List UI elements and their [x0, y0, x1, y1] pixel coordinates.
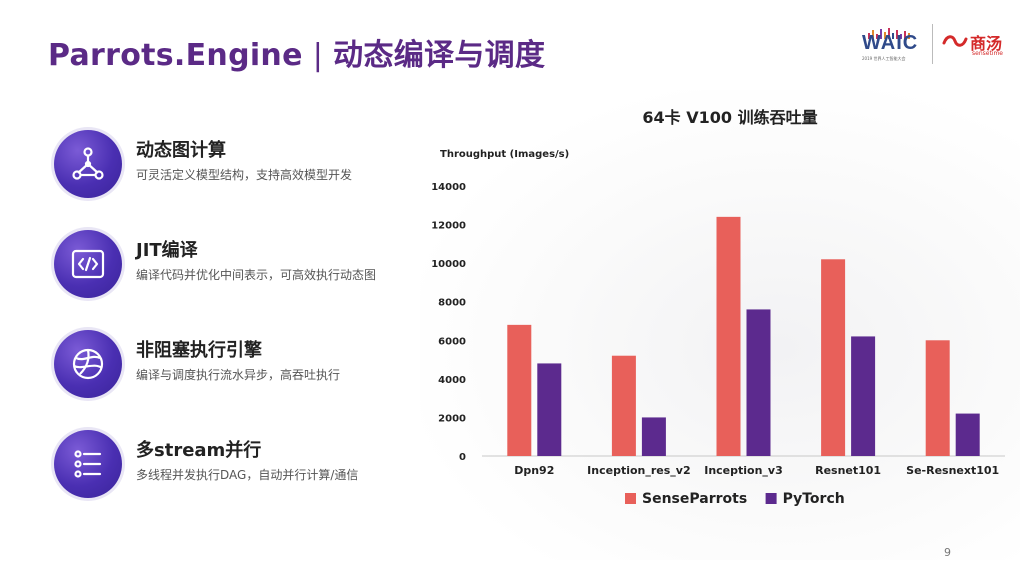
x-tick-label: Dpn92 — [514, 464, 554, 477]
feature-title: 动态图计算 — [136, 140, 226, 161]
y-axis-label: Throughput (Images/s) — [440, 149, 569, 160]
legend-label-senseparrots: SenseParrots — [642, 491, 747, 507]
sensetime-name: 商汤 — [970, 34, 1003, 53]
legend-swatch-pytorch — [765, 493, 777, 504]
x-tick-label: Resnet101 — [815, 464, 881, 477]
x-tick-label: Se-Resnext101 — [906, 464, 999, 477]
bar-senseparrots-resnet101 — [821, 259, 846, 456]
feature-multi-stream: 多stream并行 多线程并发执行DAG，自动并行计算/通信 — [54, 430, 414, 502]
page-number: 9 — [944, 546, 951, 559]
feature-icon-circle — [54, 130, 122, 198]
sensetime-en: sensetime — [972, 50, 1003, 57]
bar-senseparrots-inception_res_v2 — [611, 355, 636, 456]
legend-swatch-senseparrots — [625, 493, 636, 504]
y-tick-label: 2000 — [438, 413, 466, 424]
graph-nodes-icon — [72, 147, 104, 180]
waic-subtitle: 2019 世界人工智能大会 — [862, 56, 906, 61]
x-tick-label: Inception_v3 — [704, 464, 783, 477]
multi-stream-list-icon — [74, 450, 102, 478]
feature-desc: 可灵活定义模型结构，支持高效模型开发 — [136, 168, 353, 182]
logo-area: WAIC 2019 世界人工智能大会 商汤 sensetime — [862, 20, 1012, 70]
bar-senseparrots-inception_v3 — [716, 216, 741, 456]
title-chinese: 动态编译与调度 — [333, 38, 546, 73]
sensetime-logo: 商汤 sensetime — [942, 32, 1012, 58]
chart-title: 64卡 V100 训练吞吐量 — [642, 108, 818, 127]
feature-nonblocking-engine: 非阻塞执行引擎 编译与调度执行流水异步，高吞吐执行 — [54, 330, 414, 402]
legend-label-pytorch: PyTorch — [783, 491, 845, 507]
feature-title: 非阻塞执行引擎 — [136, 340, 262, 361]
slide-title: Parrots.Engine | 动态编译与调度 — [48, 30, 545, 74]
feature-title: 多stream并行 — [136, 440, 262, 461]
feature-desc: 编译与调度执行流水异步，高吞吐执行 — [136, 368, 341, 382]
feature-icon-circle — [54, 330, 122, 398]
bar-senseparrots-se-resnext101 — [925, 340, 950, 456]
y-tick-label: 10000 — [431, 259, 466, 270]
globe-icon — [72, 348, 104, 380]
feature-desc: 编译代码并优化中间表示，可高效执行动态图 — [136, 268, 377, 282]
y-tick-label: 8000 — [438, 298, 466, 309]
feature-jit: JIT编译 编译代码并优化中间表示，可高效执行动态图 — [54, 230, 414, 302]
feature-desc: 多线程并发执行DAG，自动并行计算/通信 — [136, 468, 359, 482]
waic-wordmark: WAIC — [862, 32, 919, 54]
y-tick-label: 4000 — [438, 375, 466, 386]
bar-pytorch-dpn92 — [537, 363, 562, 456]
code-brackets-icon — [71, 249, 105, 279]
title-english: Parrots.Engine — [48, 38, 303, 73]
throughput-bar-chart: Throughput (Images/s) 0 2000 4000 6000 8000 10… — [431, 149, 1005, 507]
feature-dynamic-graph: 动态图计算 可灵活定义模型结构，支持高效模型开发 — [54, 130, 414, 202]
bar-pytorch-inception_res_v2 — [641, 417, 666, 456]
bar-pytorch-inception_v3 — [746, 309, 771, 456]
logo-divider — [932, 24, 933, 64]
bar-pytorch-se-resnext101 — [955, 413, 980, 456]
waic-logo: WAIC 2019 世界人工智能大会 — [862, 20, 924, 66]
x-tick-label: Inception_res_v2 — [587, 464, 690, 477]
bar-senseparrots-dpn92 — [507, 324, 532, 456]
feature-title: JIT编译 — [136, 240, 198, 261]
y-tick-label: 14000 — [431, 182, 466, 193]
title-separator: | — [312, 38, 324, 73]
waic-dots-icon — [868, 20, 918, 39]
y-tick-label: 12000 — [431, 221, 466, 232]
sensetime-mark-icon — [942, 35, 968, 47]
y-tick-label: 6000 — [438, 336, 466, 347]
y-tick-label: 0 — [459, 452, 466, 463]
bar-pytorch-resnet101 — [851, 336, 876, 456]
feature-icon-circle — [54, 230, 122, 298]
feature-icon-circle — [54, 430, 122, 498]
